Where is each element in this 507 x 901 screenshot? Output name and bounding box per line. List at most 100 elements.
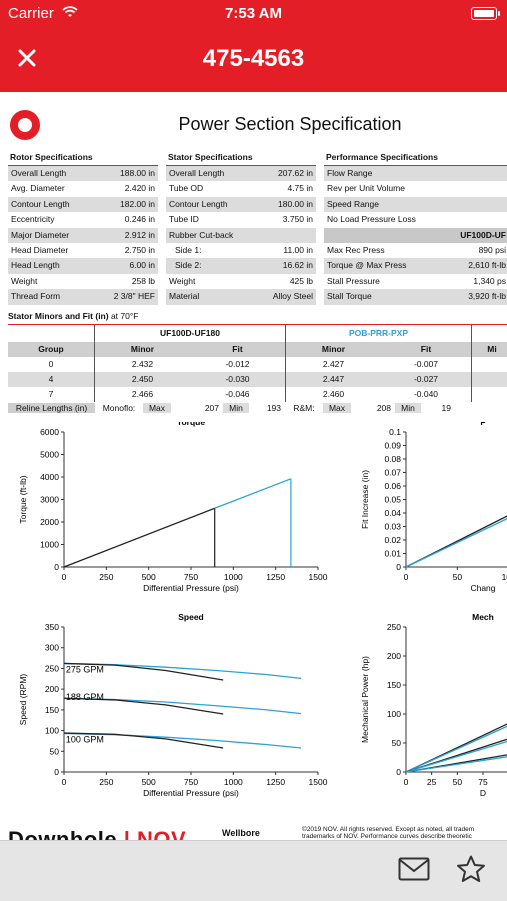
performance-row: Rev per Unit Volume (324, 181, 507, 196)
y-tick-label: 1000 (40, 540, 59, 550)
series-annotation: 100 GPM (66, 734, 104, 744)
y-tick-label: 300 (45, 643, 59, 653)
chart-1: F 0 0.01 0.02 0.03 0.04 0.05 0.06 0.07 0.08 0.09 0.… (360, 422, 507, 593)
stator-spec-table: Stator Specifications Overall Length 207.… (166, 152, 316, 305)
performance-row-value: 890 psi (478, 244, 506, 255)
nov-text: NOV (137, 827, 187, 840)
minors-cell: 2.427 (285, 357, 381, 372)
x-axis-label: Differential Pressure (psi) (143, 583, 239, 593)
y-tick-label: 350 (45, 622, 59, 632)
stator-row: Tube OD 4.75 in (166, 181, 316, 196)
y-axis-label: Mechanical Power (hp) (360, 656, 370, 743)
y-tick-label: 0.05 (384, 495, 401, 505)
rotor-row-value: 0.246 in (124, 214, 155, 225)
minors-cell: -0.027 (413, 374, 439, 384)
performance-row-label: Speed Range (327, 198, 379, 209)
stator-row-label: Rubber Cut-back (169, 229, 234, 240)
stator-row-value: 180.00 in (278, 198, 313, 209)
series-line (63, 697, 224, 715)
x-tick-label: 1250 (266, 777, 285, 787)
performance-row: Stall Torque 3,920 ft-lb (324, 289, 507, 305)
minors-row: 0 2.432 -0.012 2.427 -0.007 (8, 357, 507, 372)
stator-row: Side 2: 16.62 in (166, 258, 316, 274)
performance-row: UF100D-UF (324, 227, 507, 243)
x-tick-label: 750 (184, 572, 198, 582)
y-tick-label: 0.03 (384, 522, 401, 532)
reline-min-value-2: 19 (441, 402, 451, 413)
carrier-label: Carrier (8, 5, 54, 22)
stator-row-label: Weight (169, 275, 196, 286)
performance-row-value: 3,920 ft-lb (468, 291, 506, 302)
y-tick-label: 0.06 (384, 481, 401, 491)
y-tick-label: 0 (396, 562, 401, 572)
reline-max-label-2: Max (323, 402, 351, 413)
minors-cell: -0.007 (413, 359, 439, 369)
copyright-line-1: ©2019 NOV. All rights reserved. Except a… (302, 826, 475, 833)
chart-0: Torque 0 1000 2000 3000 4000 5000 6000 0 250 500 75… (18, 422, 328, 593)
x-axis-label: D (480, 788, 486, 798)
copyright-line-2: trademarks of NOV. Performance curves de… (302, 833, 472, 840)
performance-row: Speed Range (324, 196, 507, 213)
chart-3: Mech 0 50 100 150 200 250 0 25 50 75D Mechanical Po… (360, 612, 507, 798)
stator-row-label: Contour Length (169, 198, 228, 209)
minors-cell: 2.432 (94, 357, 190, 372)
y-tick-label: 50 (50, 746, 60, 756)
stator-heading: Stator Specifications (166, 152, 316, 166)
x-tick-label: 1500 (309, 777, 328, 787)
rotor-row-label: Eccentricity (11, 214, 55, 225)
x-tick-label: 1250 (266, 572, 285, 582)
reline-rm: R&M: (293, 402, 315, 413)
y-axis-label: Torque (ft-lb) (18, 475, 28, 523)
stator-row-value: 425 lb (289, 275, 313, 286)
reline-max-value-2: 208 (376, 402, 391, 413)
close-icon[interactable] (17, 42, 37, 75)
stator-row: Material Alloy Steel (166, 289, 316, 305)
performance-row-label: No Load Pressure Loss (327, 214, 416, 225)
stator-row-label: Tube ID (169, 214, 199, 225)
rotor-row-value: 182.00 in (120, 198, 155, 209)
y-tick-label: 100 (387, 709, 401, 719)
series-line (63, 507, 215, 568)
reline-min-label-2: Min (395, 402, 421, 413)
minors-cell-empty (471, 357, 507, 372)
performance-row-label: Stall Pressure (327, 275, 380, 286)
rotor-row-value: 2.912 in (124, 229, 155, 240)
reline-lengths-row: Reline Lengths (in) Monoflo: Max 207 Min… (8, 401, 507, 414)
stator-row-label: Overall Length (169, 168, 225, 178)
y-tick-label: 0.09 (384, 441, 401, 451)
stator-row-value: 11.00 in (283, 244, 313, 255)
performance-row-label: Rev per Unit Volume (327, 183, 405, 194)
x-tick-label: 1500 (309, 572, 328, 582)
y-tick-label: 0.04 (384, 508, 401, 518)
x-tick-label: 750 (184, 777, 198, 787)
performance-row-label: Flow Range (327, 168, 373, 178)
rotor-row-value: 2.750 in (124, 244, 155, 255)
minors-header-cell: Fit (232, 344, 243, 354)
x-tick-label: 0 (404, 572, 409, 582)
chart-title: Torque (177, 422, 205, 427)
minors-cell: 7 (48, 389, 54, 399)
y-tick-label: 6000 (40, 427, 59, 437)
group-a-heading: UF100D-UF180 (94, 325, 285, 342)
star-icon[interactable] (456, 855, 486, 883)
minors-cell-empty (471, 372, 507, 387)
x-tick-label: 25 (427, 777, 437, 787)
y-tick-label: 50 (392, 738, 402, 748)
mail-icon[interactable] (398, 857, 430, 881)
rotor-row-label: Overall Length (11, 168, 67, 178)
y-tick-label: 150 (45, 705, 59, 715)
stator-row-label: Tube OD (169, 183, 204, 194)
x-tick-label: 50 (453, 777, 463, 787)
reline-label: Reline Lengths (in) (8, 402, 95, 413)
rotor-row-value: 258 lb (131, 275, 155, 286)
series-line (405, 723, 507, 773)
minors-cell: 0 (48, 359, 54, 369)
performance-row: Torque @ Max Press 2,610 ft-lb (324, 258, 507, 274)
pdf-document[interactable]: Power Section Specification Rotor Specif… (0, 92, 507, 840)
series-line (405, 740, 507, 773)
x-tick-label: 250 (99, 777, 113, 787)
downhole-nov-logo: Downhole | NOV (8, 827, 186, 840)
chart-2: Speed 0 50 100 150 200 250 300 350 0 250 500 750 1000… (18, 612, 328, 798)
battery-icon (471, 7, 500, 20)
minors-header-cell: Fit (420, 344, 432, 354)
